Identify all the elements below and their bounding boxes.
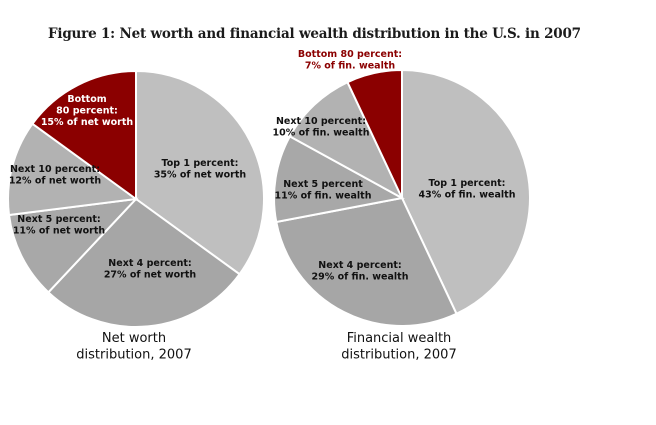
pie-slice-top1 xyxy=(401,68,531,316)
slice-label-line: 80 percent: xyxy=(56,105,118,116)
net-worth-pie: Top 1 percent: 35% of net worth Next 4 per… xyxy=(7,69,265,362)
pie-slice-next10 xyxy=(288,80,405,201)
slice-label-line: Next 4 percent: xyxy=(108,258,191,269)
chart-caption: Net worth distribution, 2007 xyxy=(76,331,191,362)
slice-label-line: Next 5 percent xyxy=(283,179,363,190)
slice-label-next4: Next 4 percent: 27% of net worth xyxy=(104,258,197,280)
slice-label-next5: Next 5 percent 11% of fin. wealth xyxy=(275,179,372,201)
slice-label-line: 7% of fin. wealth xyxy=(305,60,396,71)
slice-label-line: Top 1 percent: xyxy=(429,178,506,189)
financial-wealth-pie: Top 1 percent: 43% of fin. wealth Next 4 p… xyxy=(273,49,531,362)
slice-label-line: 11% of net worth xyxy=(13,225,106,236)
slice-label-line: Next 5 percent: xyxy=(17,214,100,225)
slice-label-line: Next 10 percent: xyxy=(10,164,100,175)
slice-label-next10: Next 10 percent: 10% of fin. wealth xyxy=(273,116,370,138)
slice-label-line: Next 4 percent: xyxy=(318,260,401,271)
slice-label-line: 12% of net worth xyxy=(9,175,102,186)
chart-caption: Financial wealth distribution, 2007 xyxy=(341,331,456,362)
pie-slice-bottom80 xyxy=(346,68,403,199)
slice-label-line: 10% of fin. wealth xyxy=(273,127,370,138)
slice-label-top1: Top 1 percent: 43% of fin. wealth xyxy=(419,178,516,200)
slice-label-bottom80: Bottom 80 percent: 15% of net worth xyxy=(41,94,134,128)
pie-slice-next4 xyxy=(275,196,458,327)
pie-slice-bottom80 xyxy=(31,69,137,201)
slice-label-line: 11% of fin. wealth xyxy=(275,190,372,201)
slice-label-next5: Next 5 percent: 11% of net worth xyxy=(13,214,106,236)
slice-label-line: 35% of net worth xyxy=(154,169,247,180)
slice-label-bottom80: Bottom 80 percent: 7% of fin. wealth xyxy=(298,49,402,71)
chart-caption-line: Net worth xyxy=(102,331,166,346)
chart-caption-line: distribution, 2007 xyxy=(341,347,456,362)
chart-caption-line: distribution, 2007 xyxy=(76,347,191,362)
pie-slice-next5 xyxy=(273,134,405,224)
slice-label-line: Bottom xyxy=(67,94,106,105)
slice-label-line: 27% of net worth xyxy=(104,269,197,280)
slice-label-line: Next 10 percent: xyxy=(276,116,366,127)
slice-label-next10: Next 10 percent: 12% of net worth xyxy=(9,164,102,186)
pie-slice-top1 xyxy=(135,69,265,276)
slice-label-line: 15% of net worth xyxy=(41,117,134,128)
slice-label-line: 29% of fin. wealth xyxy=(312,271,409,282)
pie-slice-next10 xyxy=(7,122,139,217)
slice-label-line: 43% of fin. wealth xyxy=(419,189,516,200)
chart-caption-line: Financial wealth xyxy=(347,331,452,346)
figure-title: Figure 1: Net worth and financial wealth… xyxy=(48,26,581,42)
pie-slice-next5 xyxy=(7,197,139,294)
pie-slice-next4 xyxy=(46,197,241,328)
slice-label-line: Top 1 percent: xyxy=(162,158,239,169)
slice-label-line: Bottom 80 percent: xyxy=(298,49,402,60)
slice-label-top1: Top 1 percent: 35% of net worth xyxy=(154,158,247,180)
slice-label-next4: Next 4 percent: 29% of fin. wealth xyxy=(312,260,409,282)
